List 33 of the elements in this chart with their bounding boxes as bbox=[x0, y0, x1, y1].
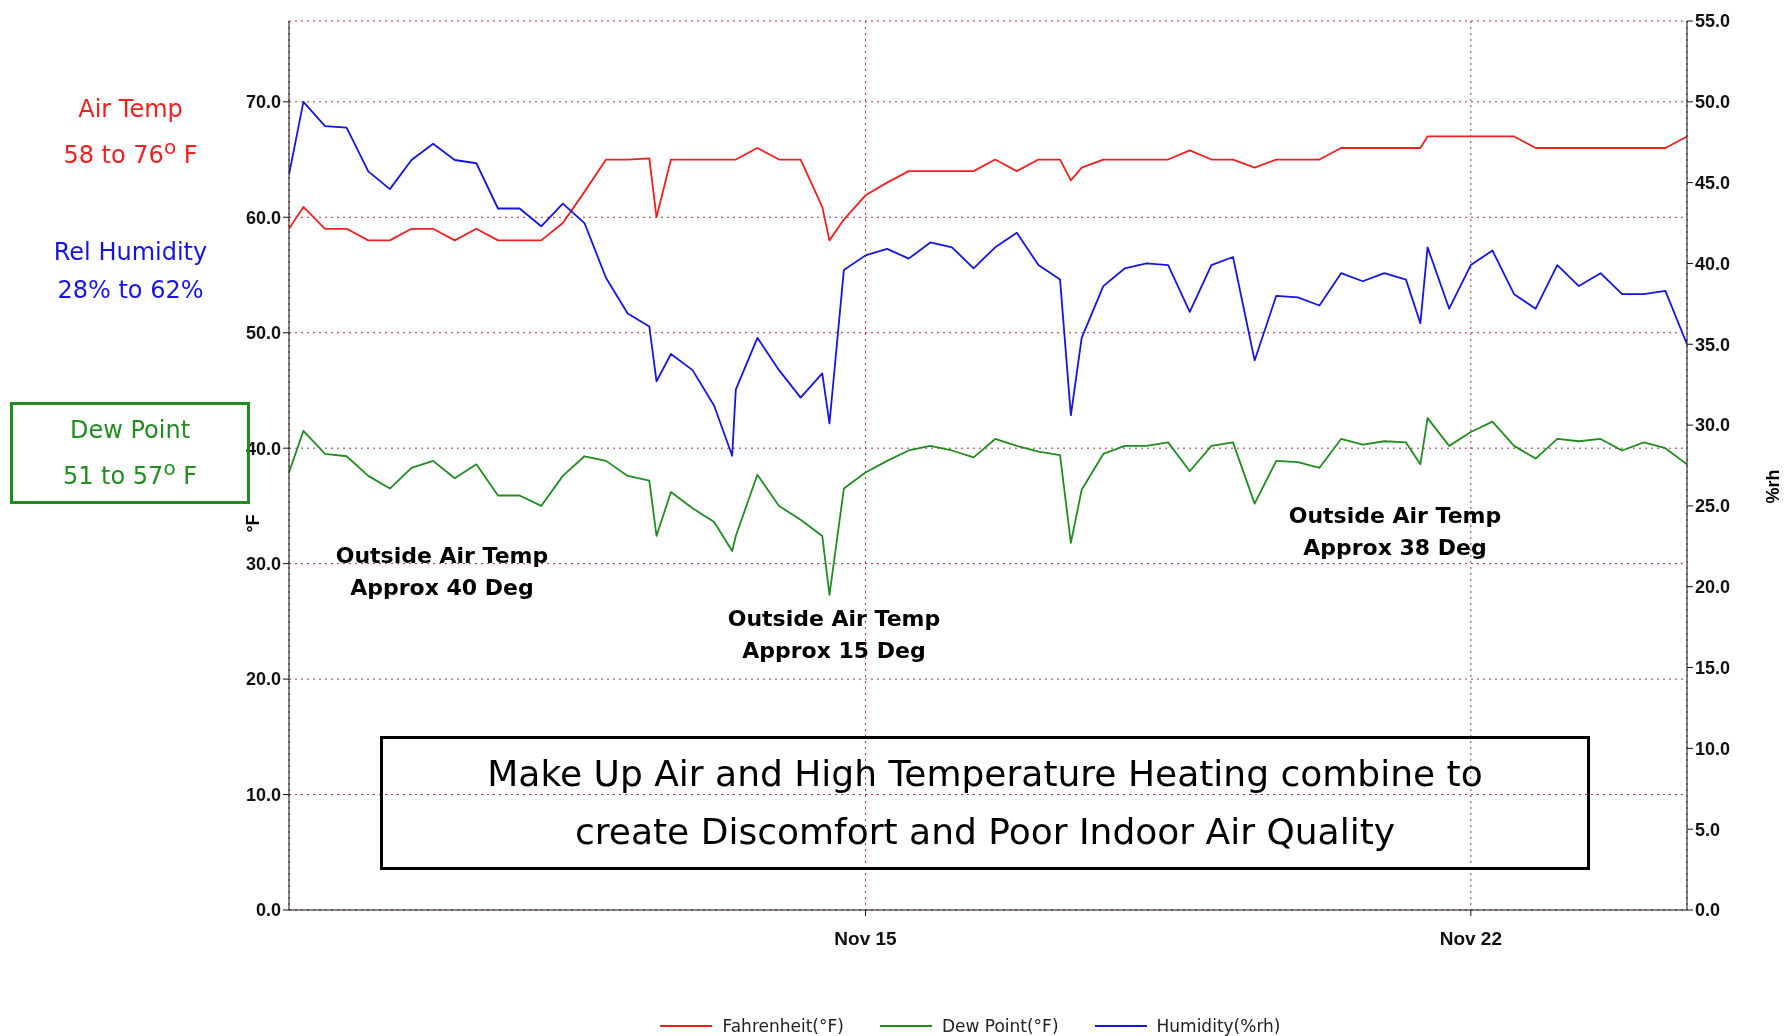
y2-tick-label: 10.0 bbox=[1695, 738, 1731, 759]
annotation: Outside Air Temp Approx 38 Deg bbox=[1287, 502, 1503, 562]
x-tick-label: Nov 22 bbox=[1439, 928, 1502, 950]
y2-tick-label: 0.0 bbox=[1695, 900, 1721, 921]
y-tick-label: 60.0 bbox=[245, 207, 281, 228]
y2-axis-title: %rh bbox=[1762, 469, 1784, 504]
y2-tick-label: 40.0 bbox=[1695, 253, 1731, 274]
text: Rel Humidity 28% to 62% bbox=[52, 237, 209, 306]
annotation: Outside Air Temp Approx 15 Deg bbox=[726, 605, 942, 665]
y-tick-label: 50.0 bbox=[245, 323, 281, 344]
text: Air Temp 58 to 76$^{o}$ F bbox=[63, 95, 198, 169]
legend-label: Humidity(%rh) bbox=[1156, 1016, 1281, 1036]
text: Dew Point 51 to 57$^{o}$ F bbox=[62, 416, 198, 490]
y-axis-title: °F bbox=[242, 514, 264, 533]
y2-tick-label: 15.0 bbox=[1695, 657, 1731, 678]
y2-tick-label: 30.0 bbox=[1695, 415, 1731, 436]
x-tick-label: Nov 15 bbox=[834, 928, 898, 950]
y-tick-label: 70.0 bbox=[245, 92, 281, 113]
y-tick-label: 20.0 bbox=[245, 669, 281, 690]
legend-label: Fahrenheit(°F) bbox=[722, 1016, 844, 1036]
y2-tick-label: 55.0 bbox=[1695, 11, 1731, 32]
legend-label: Dew Point(°F) bbox=[941, 1016, 1059, 1036]
y-tick-label: 10.0 bbox=[245, 784, 281, 805]
y2-tick-label: 25.0 bbox=[1695, 496, 1731, 517]
annotation: Make Up Air and High Temperature Heating combine to create Discomfort and Poor Indoor Air Quality bbox=[380, 736, 1590, 870]
y2-tick-label: 35.0 bbox=[1695, 334, 1731, 355]
y-tick-label: 30.0 bbox=[245, 554, 281, 575]
y-tick-label: 0.0 bbox=[255, 900, 281, 921]
y2-tick-label: 20.0 bbox=[1695, 577, 1731, 598]
y2-tick-label: 50.0 bbox=[1695, 92, 1731, 113]
y2-tick-label: 5.0 bbox=[1695, 819, 1721, 840]
annotation: Outside Air Temp Approx 40 Deg bbox=[334, 542, 550, 602]
y2-tick-label: 45.0 bbox=[1695, 173, 1731, 194]
